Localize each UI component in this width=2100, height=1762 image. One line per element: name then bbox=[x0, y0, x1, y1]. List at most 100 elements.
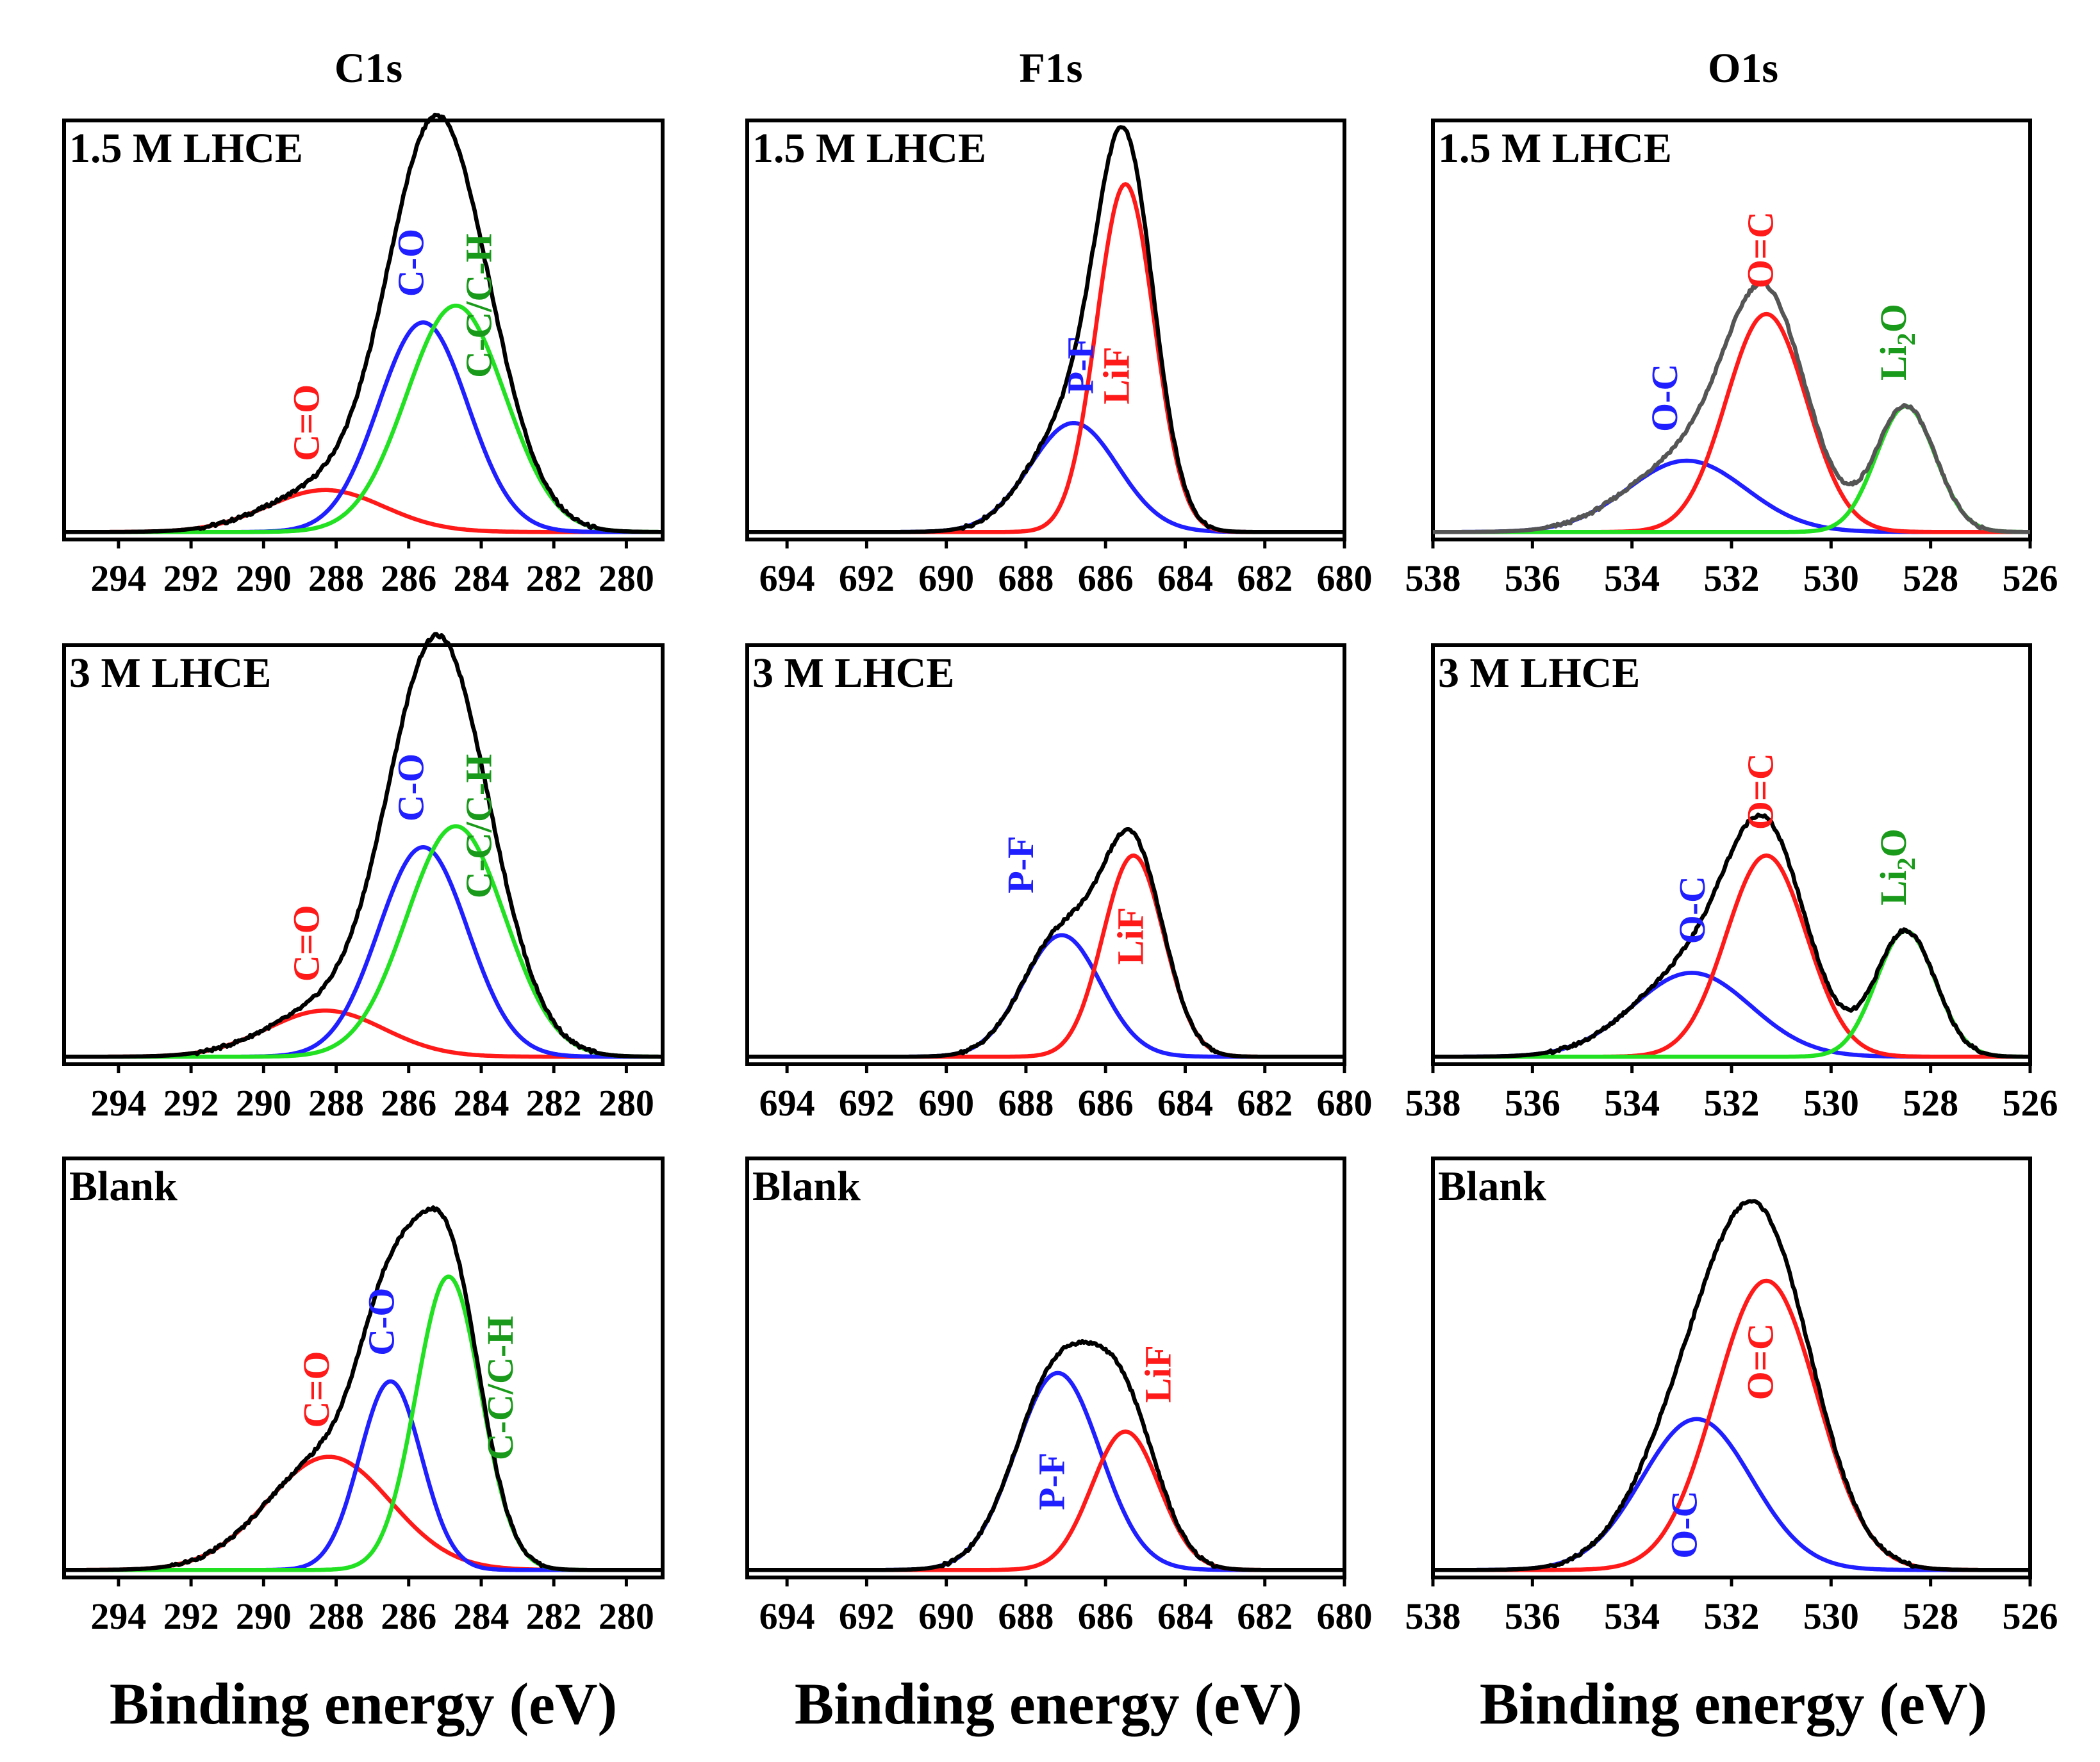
measured-envelope bbox=[1432, 812, 2031, 1059]
x-tick-label: 532 bbox=[1704, 1082, 1760, 1124]
column-title-o1s: O1s bbox=[1708, 45, 1778, 92]
x-tick-label: 686 bbox=[1078, 1595, 1134, 1637]
peak-label-o-c: O=C bbox=[1739, 211, 1781, 288]
x-tick-label: 294 bbox=[90, 1082, 146, 1124]
panel-c1s-3m-lhce: 294 292 290 288 286 284 282 280 3 M LHCE C=O C-O C-… bbox=[62, 632, 665, 1124]
peak-label-lif: LiF bbox=[1137, 1345, 1178, 1403]
x-tick-label: 682 bbox=[1237, 1595, 1293, 1637]
x-tick-label: 694 bbox=[759, 1595, 815, 1637]
plot-frame bbox=[62, 643, 665, 1066]
x-tick-label: 528 bbox=[1903, 1082, 1958, 1124]
x-tick-label: 682 bbox=[1237, 1082, 1293, 1124]
x-tick-label: 694 bbox=[759, 557, 815, 599]
x-tick-label: 690 bbox=[918, 1082, 974, 1124]
x-tick-label: 532 bbox=[1704, 1595, 1760, 1637]
x-tick-label: 288 bbox=[308, 1082, 364, 1124]
x-tick-label: 282 bbox=[526, 1082, 582, 1124]
panel-o1s-3m-lhce: 538 536 534 532 530 528 526 3 M LHCE O-C O=C Li2O bbox=[1405, 643, 2058, 1124]
x-tick-label: 692 bbox=[839, 1082, 895, 1124]
x-tick-label: 680 bbox=[1317, 1595, 1373, 1637]
x-tick-label: 690 bbox=[918, 557, 974, 599]
x-tick-label: 288 bbox=[308, 1595, 364, 1637]
x-tick-label: 288 bbox=[308, 557, 364, 599]
x-tick-label: 692 bbox=[839, 557, 895, 599]
sample-label: Blank bbox=[69, 1163, 178, 1210]
x-tick-label: 526 bbox=[2003, 1595, 2058, 1637]
peak-label-c-o: C=O bbox=[286, 384, 327, 461]
x-tick-label: 688 bbox=[998, 1082, 1054, 1124]
sample-label: 3 M LHCE bbox=[69, 650, 271, 696]
x-tick-label: 684 bbox=[1157, 1595, 1213, 1637]
sample-label: Blank bbox=[752, 1163, 861, 1210]
measured-envelope bbox=[747, 125, 1345, 534]
sample-label: 1.5 M LHCE bbox=[69, 125, 303, 172]
x-tick-label: 292 bbox=[163, 1595, 219, 1637]
x-tick-label: 528 bbox=[1903, 557, 1958, 599]
x-tick-label: 284 bbox=[453, 1595, 509, 1637]
peak-label-lif: LiF bbox=[1095, 347, 1137, 404]
x-tick-label: 538 bbox=[1405, 557, 1461, 599]
x-tick-label: 294 bbox=[90, 557, 146, 599]
peak-label-c-o: C-O bbox=[390, 753, 431, 821]
x-tick-label: 536 bbox=[1505, 1082, 1560, 1124]
measured-envelope bbox=[747, 1338, 1345, 1572]
measured-envelope bbox=[1432, 280, 2031, 534]
x-tick-label: 280 bbox=[599, 1082, 654, 1124]
x-tick-label: 290 bbox=[236, 1082, 292, 1124]
x-tick-label: 282 bbox=[526, 1595, 582, 1637]
panel-f1s-3m-lhce: 694 692 690 688 686 684 682 680 3 M LHCE P-F LiF bbox=[745, 643, 1373, 1124]
x-tick-label: 690 bbox=[918, 1595, 974, 1637]
peak-label-c-o: C-O bbox=[390, 229, 431, 297]
x-tick-label: 694 bbox=[759, 1082, 815, 1124]
x-tick-label: 290 bbox=[236, 557, 292, 599]
panel-f1s-blank: 694 692 690 688 686 684 682 680 Blank P-F LiF bbox=[745, 1157, 1373, 1637]
x-tick-label: 526 bbox=[2003, 1082, 2058, 1124]
x-tick-label: 680 bbox=[1317, 557, 1373, 599]
x-tick-label: 534 bbox=[1604, 557, 1660, 599]
x-tick-label: 282 bbox=[526, 557, 582, 599]
x-tick-label: 684 bbox=[1157, 1082, 1213, 1124]
x-tick-label: 280 bbox=[599, 1595, 654, 1637]
measured-envelope bbox=[747, 827, 1345, 1059]
x-tick-label: 292 bbox=[163, 1082, 219, 1124]
measured-envelope bbox=[63, 632, 663, 1059]
x-tick-label: 536 bbox=[1505, 1595, 1560, 1637]
x-tick-label: 538 bbox=[1405, 1595, 1461, 1637]
x-tick-label: 532 bbox=[1704, 557, 1760, 599]
plot-frame bbox=[62, 119, 665, 541]
plot-frame bbox=[745, 1157, 1346, 1579]
x-tick-label: 286 bbox=[381, 1082, 436, 1124]
x-tick-label: 538 bbox=[1405, 1082, 1461, 1124]
x-tick-label: 692 bbox=[839, 1595, 895, 1637]
sample-label: Blank bbox=[1438, 1163, 1546, 1210]
measured-envelope bbox=[63, 112, 663, 534]
x-tick-label: 680 bbox=[1317, 1082, 1373, 1124]
panel-o1s-1-5m-lhce: 538 536 534 532 530 528 526 1.5 M LHCE O-C O=C Li2… bbox=[1405, 119, 2058, 599]
x-tick-label: 686 bbox=[1078, 1082, 1134, 1124]
x-tick-label: 526 bbox=[2003, 557, 2058, 599]
panel-o1s-blank: 538 536 534 532 530 528 526 Blank O-C O=C bbox=[1405, 1157, 2058, 1637]
plot-frame bbox=[62, 1157, 665, 1579]
x-tick-label: 284 bbox=[453, 557, 509, 599]
sample-label: 1.5 M LHCE bbox=[752, 125, 986, 172]
x-tick-label: 688 bbox=[998, 557, 1054, 599]
peak-label-o-c: O=C bbox=[1739, 1323, 1781, 1400]
panel-c1s-1-5m-lhce: 294 292 290 288 286 284 282 280 1.5 M LHCE C=O C-O… bbox=[62, 112, 665, 599]
x-tick-label: 684 bbox=[1157, 557, 1213, 599]
measured-envelope bbox=[63, 1205, 663, 1572]
peak-label-c-o: C=O bbox=[295, 1351, 337, 1428]
peak-label-p-f: P-F bbox=[1060, 336, 1102, 394]
peak-label-li2o: Li2O bbox=[1873, 828, 1921, 905]
x-tick-label: 286 bbox=[381, 1595, 436, 1637]
peak-label-o-c: O-C bbox=[1671, 876, 1713, 944]
peak-label-o-c: O-C bbox=[1644, 364, 1685, 432]
x-tick-label: 528 bbox=[1903, 1595, 1958, 1637]
x-tick-label: 534 bbox=[1604, 1595, 1660, 1637]
plot-frame bbox=[745, 119, 1346, 541]
peak-label-c-o: C-O bbox=[361, 1288, 402, 1356]
column-title-f1s: F1s bbox=[1020, 45, 1083, 92]
peak-label-p-f: P-F bbox=[1031, 1453, 1073, 1510]
measured-envelope bbox=[1432, 1199, 2031, 1572]
x-tick-label: 530 bbox=[1803, 557, 1859, 599]
x-tick-label: 286 bbox=[381, 557, 436, 599]
